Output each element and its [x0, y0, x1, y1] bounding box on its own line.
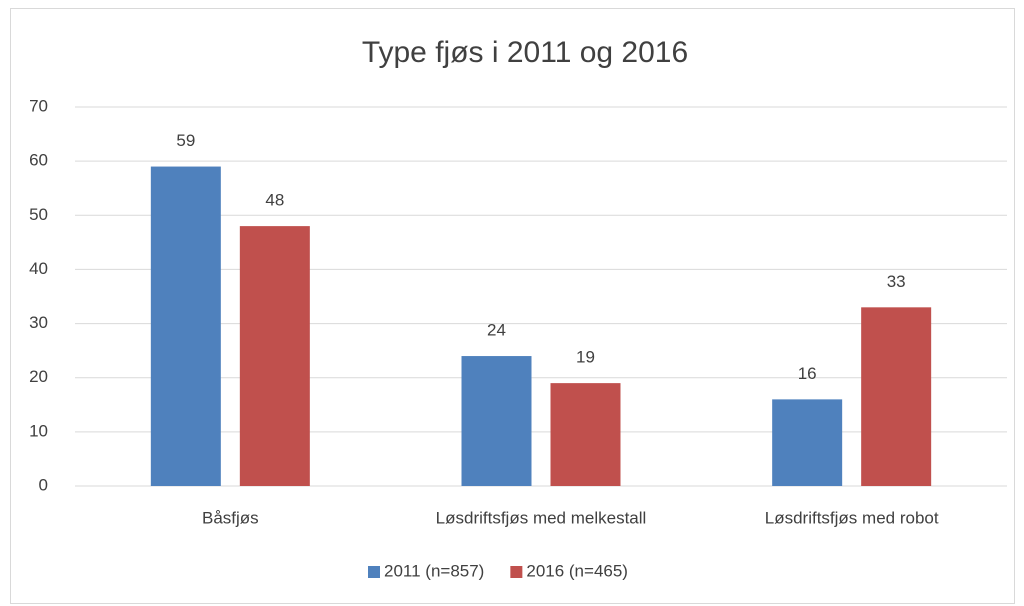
data-label: 24 [487, 321, 506, 340]
bar [461, 356, 532, 486]
y-tick-label: 50 [29, 205, 48, 224]
y-tick-label: 30 [29, 313, 48, 332]
x-tick-label: Løsdriftsfjøs med melkestall [436, 508, 647, 527]
data-label: 33 [887, 272, 906, 291]
data-label: 16 [798, 364, 817, 383]
legend-swatch [368, 566, 380, 578]
y-tick-label: 70 [29, 96, 48, 115]
y-tick-label: 20 [29, 367, 48, 386]
y-tick-label: 0 [39, 475, 48, 494]
legend-label: 2016 (n=465) [526, 561, 628, 580]
y-tick-label: 10 [29, 421, 48, 440]
bar [772, 399, 843, 486]
bar [861, 307, 932, 486]
data-label: 48 [265, 191, 284, 210]
bar [239, 226, 310, 486]
bar [550, 383, 621, 486]
bar [150, 166, 221, 487]
x-tick-label: Båsfjøs [202, 508, 259, 527]
x-tick-label: Løsdriftsfjøs med robot [765, 508, 939, 527]
data-label: 59 [176, 131, 195, 150]
y-tick-label: 60 [29, 151, 48, 170]
chart-title: Type fjøs i 2011 og 2016 [362, 36, 688, 69]
legend-label: 2011 (n=857) [384, 561, 484, 580]
legend-swatch [510, 566, 523, 578]
data-label: 19 [576, 348, 595, 367]
y-tick-label: 40 [29, 259, 48, 278]
